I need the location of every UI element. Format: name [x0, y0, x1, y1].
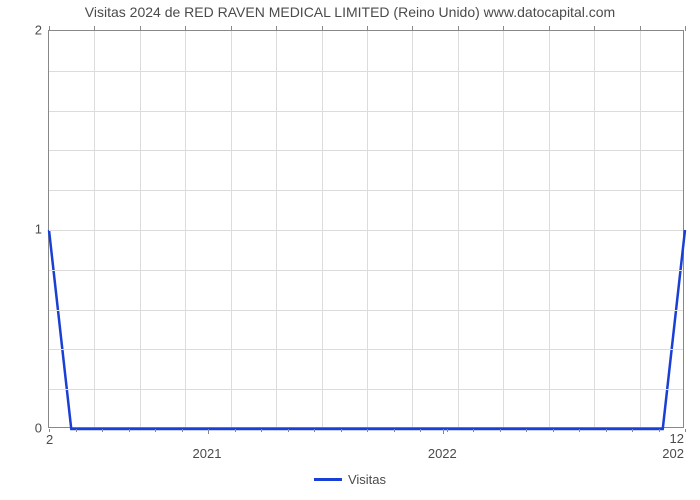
tick-bottom-minor: [182, 429, 183, 432]
tick-top: [503, 26, 504, 31]
tick-bottom-minor: [261, 429, 262, 432]
tick-bottom-minor: [288, 429, 289, 432]
tick-bottom-minor: [606, 429, 607, 432]
tick-bottom-minor: [341, 429, 342, 432]
grid-line-vertical: [94, 31, 95, 427]
grid-line-vertical: [276, 31, 277, 427]
tick-bottom-minor: [367, 429, 368, 432]
grid-line-horizontal: [49, 150, 683, 151]
grid-line-horizontal: [49, 310, 683, 311]
legend-label: Visitas: [348, 472, 386, 487]
plot-area: [48, 30, 684, 428]
y-axis-label: 0: [12, 421, 42, 436]
tick-top: [322, 26, 323, 31]
grid-line-horizontal: [49, 230, 683, 231]
tick-top: [594, 26, 595, 31]
grid-line-horizontal: [49, 389, 683, 390]
tick-bottom-minor: [235, 429, 236, 432]
grid-line-horizontal: [49, 111, 683, 112]
grid-line-vertical: [503, 31, 504, 427]
tick-bottom-minor: [473, 429, 474, 432]
grid-line-vertical: [322, 31, 323, 427]
tick-bottom-minor: [685, 429, 686, 432]
tick-top: [94, 26, 95, 31]
tick-top: [367, 26, 368, 31]
x-axis-label-left: 2: [46, 432, 53, 447]
tick-top: [458, 26, 459, 31]
tick-bottom-minor: [155, 429, 156, 432]
tick-bottom-minor: [526, 429, 527, 432]
tick-bottom-minor: [500, 429, 501, 432]
grid-line-horizontal: [49, 190, 683, 191]
tick-bottom-major: [208, 429, 209, 434]
tick-top: [231, 26, 232, 31]
tick-bottom-minor: [102, 429, 103, 432]
grid-line-vertical: [458, 31, 459, 427]
tick-bottom-minor: [129, 429, 130, 432]
grid-line-vertical: [594, 31, 595, 427]
grid-line-vertical: [549, 31, 550, 427]
x-axis-label-right: 12 202: [662, 432, 684, 462]
tick-bottom-minor: [394, 429, 395, 432]
tick-top: [140, 26, 141, 31]
tick-bottom-minor: [420, 429, 421, 432]
tick-bottom-minor: [314, 429, 315, 432]
tick-bottom-minor: [579, 429, 580, 432]
grid-line-horizontal: [49, 349, 683, 350]
tick-top: [549, 26, 550, 31]
tick-bottom-minor: [76, 429, 77, 432]
grid-line-horizontal: [49, 270, 683, 271]
tick-bottom-minor: [553, 429, 554, 432]
grid-line-vertical: [185, 31, 186, 427]
tick-bottom-major: [443, 429, 444, 434]
grid-line-vertical: [412, 31, 413, 427]
grid-line-horizontal: [49, 71, 683, 72]
grid-line-vertical: [367, 31, 368, 427]
tick-top: [640, 26, 641, 31]
x-axis-label: 2022: [428, 446, 457, 461]
tick-top: [412, 26, 413, 31]
grid-line-vertical: [640, 31, 641, 427]
tick-top: [185, 26, 186, 31]
legend: Visitas: [314, 472, 386, 487]
tick-bottom-minor: [447, 429, 448, 432]
grid-line-vertical: [140, 31, 141, 427]
y-axis-label: 1: [12, 222, 42, 237]
tick-top: [685, 26, 686, 31]
tick-bottom-minor: [659, 429, 660, 432]
x-axis-label: 2021: [193, 446, 222, 461]
tick-bottom-minor: [632, 429, 633, 432]
grid-line-vertical: [231, 31, 232, 427]
chart-container: Visitas 2024 de RED RAVEN MEDICAL LIMITE…: [0, 0, 700, 500]
tick-top: [276, 26, 277, 31]
legend-swatch: [314, 478, 342, 481]
y-axis-label: 2: [12, 23, 42, 38]
chart-title: Visitas 2024 de RED RAVEN MEDICAL LIMITE…: [0, 4, 700, 20]
tick-top: [49, 26, 50, 31]
